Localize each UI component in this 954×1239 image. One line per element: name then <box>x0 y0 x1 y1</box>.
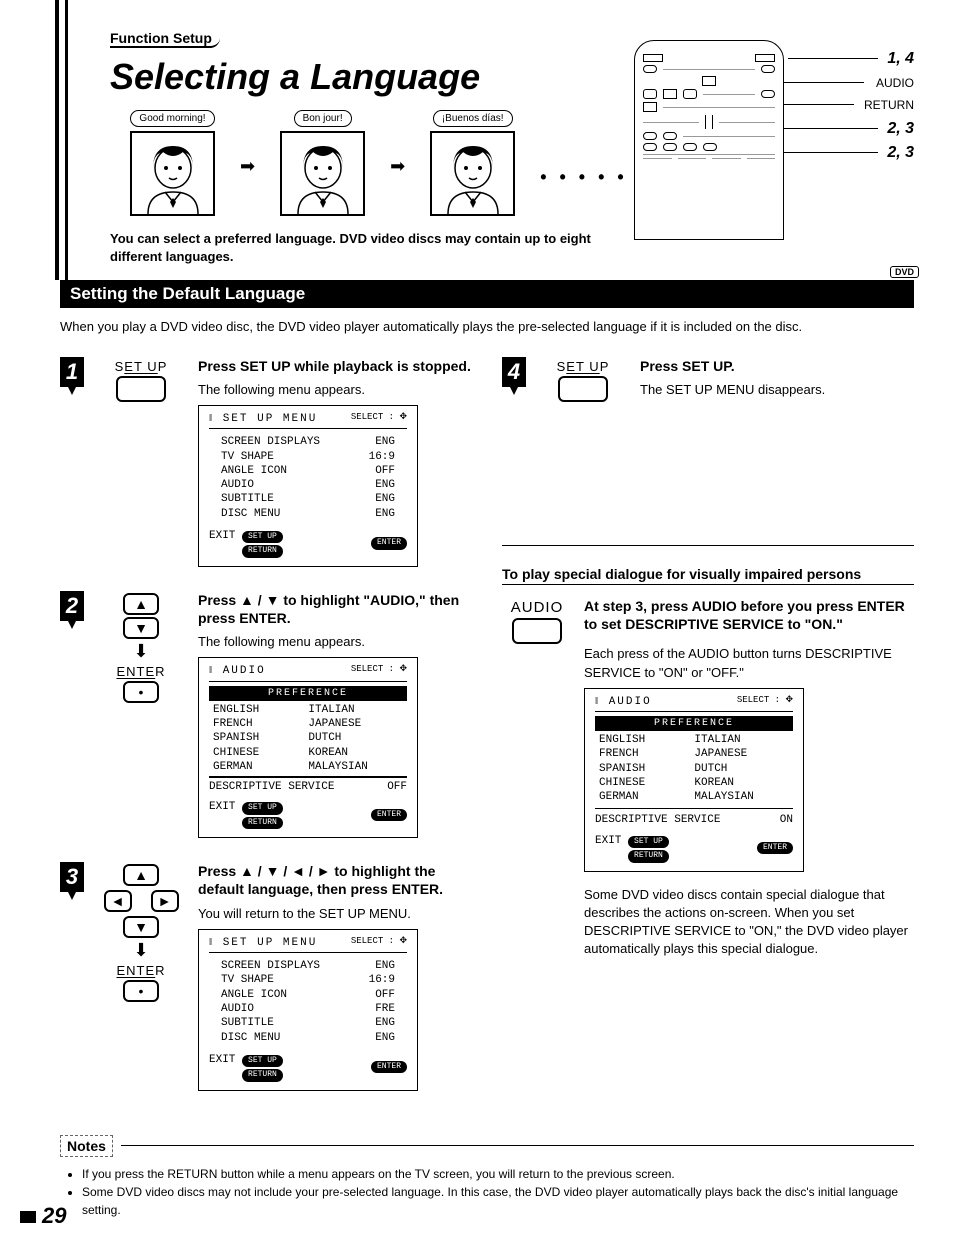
special-t2: Each press of the AUDIO button turns DES… <box>584 645 914 681</box>
page-left-rule-2 <box>65 0 68 280</box>
up-btn-3: ▲ <box>123 864 159 886</box>
divider <box>502 545 914 546</box>
remote-label-5: 2, 3 <box>887 144 914 162</box>
greeting-row: Good morning! ➡ Bon jour! ➡ ¡Buenos días… <box>130 108 634 216</box>
step1-title: Press SET UP while playback is stopped. <box>198 357 472 375</box>
setup-label: SET UP <box>96 359 186 374</box>
setup-button-icon <box>116 376 166 402</box>
remote-label-1: 1, 4 <box>887 50 914 68</box>
function-setup-label: Function Setup <box>110 30 220 48</box>
step-4: 4 SET UP Press SET UP. The SET UP MENU d… <box>502 357 914 405</box>
dvd-tag: DVD <box>890 266 919 278</box>
remote-label-audio: AUDIO <box>876 76 914 90</box>
step-num-4: 4 <box>502 357 526 387</box>
person-1 <box>130 131 215 216</box>
remote-label-4: 2, 3 <box>887 120 914 138</box>
step2-text: The following menu appears. <box>198 633 472 651</box>
intro-text: You can select a preferred language. DVD… <box>110 230 634 266</box>
bubble-1: Good morning! <box>130 110 214 127</box>
enter-label: ENTER <box>96 664 186 679</box>
step1-menu: ‖ SET UP MENUSELECT : ✥ SCREEN DISPLAYSE… <box>198 405 418 567</box>
notes-list: If you press the RETURN button while a m… <box>68 1165 914 1219</box>
arrow-1: ➡ <box>240 156 255 177</box>
special-step: AUDIO At step 3, press AUDIO before you … <box>502 597 914 964</box>
arrow-2: ➡ <box>390 156 405 177</box>
flow-arrow-icon: ⬇ <box>96 641 186 662</box>
step-num-3: 3 <box>60 862 84 892</box>
notes-header: Notes <box>60 1135 914 1157</box>
section-desc: When you play a DVD video disc, the DVD … <box>60 318 914 336</box>
step4-text: The SET UP MENU disappears. <box>640 381 914 399</box>
bubble-2: Bon jour! <box>294 110 352 127</box>
step-num-2: 2 <box>60 591 84 621</box>
bubble-3: ¡Buenos días! <box>433 110 513 127</box>
audio-label: AUDIO <box>502 599 572 616</box>
special-t3: Some DVD video discs contain special dia… <box>584 886 914 959</box>
step4-title: Press SET UP. <box>640 357 914 375</box>
flow-arrow-3: ⬇ <box>96 940 186 961</box>
page-left-rule <box>55 0 59 280</box>
step-3: 3 ▲ ◄ ► ▼ ⬇ ENTER • Press ▲ / ▼ / ◄ / ► … <box>60 862 472 1090</box>
enter-btn-3: • <box>123 980 159 1002</box>
up-button-icon: ▲ <box>123 593 159 615</box>
left-btn-3: ◄ <box>104 890 132 912</box>
step2-title: Press ▲ / ▼ to highlight "AUDIO," then p… <box>198 591 472 627</box>
section-bar: Setting the Default Language DVD <box>60 280 914 308</box>
person-2 <box>280 131 365 216</box>
step1-text: The following menu appears. <box>198 381 472 399</box>
page-number: 29 <box>20 1203 66 1229</box>
notes-label: Notes <box>60 1135 113 1157</box>
step3-text: You will return to the SET UP MENU. <box>198 905 472 923</box>
special-t1: At step 3, press AUDIO before you press … <box>584 597 914 633</box>
setup-btn-4 <box>558 376 608 402</box>
enter-label-3: ENTER <box>96 963 186 978</box>
step-1: 1 SET UP Press SET UP while playback is … <box>60 357 472 567</box>
step2-menu: ‖ AUDIOSELECT : ✥ PREFERENCE ENGLISHITAL… <box>198 657 418 838</box>
down-btn-3: ▼ <box>123 916 159 938</box>
note-2: Some DVD video discs may not include you… <box>82 1183 914 1219</box>
note-1: If you press the RETURN button while a m… <box>82 1165 914 1183</box>
page-title: Selecting a Language <box>110 56 634 98</box>
remote-label-return: RETURN <box>864 98 914 112</box>
audio-btn-icon <box>512 618 562 644</box>
step3-menu: ‖ SET UP MENUSELECT : ✥ SCREEN DISPLAYSE… <box>198 929 418 1091</box>
ellipsis-dots: • • • • • <box>540 167 628 188</box>
down-button-icon: ▼ <box>123 617 159 639</box>
enter-button-icon: • <box>123 681 159 703</box>
special-menu: ‖ AUDIOSELECT : ✥ PREFERENCE ENGLISHITAL… <box>584 688 804 872</box>
person-3 <box>430 131 515 216</box>
step3-title: Press ▲ / ▼ / ◄ / ► to highlight the def… <box>198 862 472 898</box>
right-btn-3: ► <box>151 890 179 912</box>
special-title: To play special dialogue for visually im… <box>502 566 914 585</box>
remote-diagram: 1, 4 AUDIO RETURN 2, 3 2, 3 <box>634 40 914 250</box>
setup-label-4: SET UP <box>538 359 628 374</box>
step-num-1: 1 <box>60 357 84 387</box>
step-2: 2 ▲ ▼ ⬇ ENTER • Press ▲ / ▼ to highlight… <box>60 591 472 838</box>
